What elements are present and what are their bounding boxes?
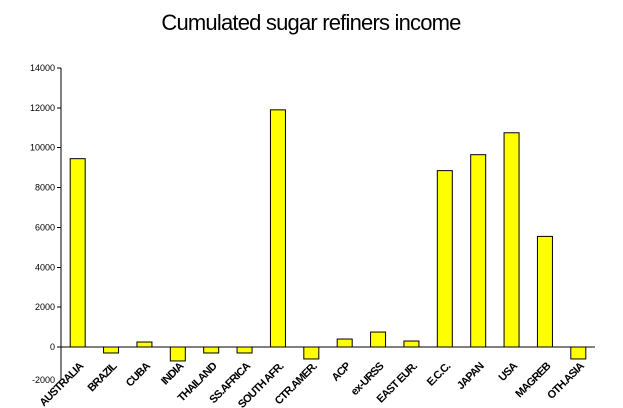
- y-tick-label: 10000: [30, 143, 55, 153]
- x-tick-label: CUBA: [124, 360, 153, 389]
- bar-acp: [336, 338, 353, 348]
- y-tick-label: 14000: [30, 63, 55, 73]
- x-axis-labels: AUSTRALIA BRAZIL CUBA INDIATHAILANDSS.AFRIC…: [37, 360, 587, 408]
- bar-india: [169, 346, 186, 362]
- bar-ctr-amer: [303, 346, 320, 360]
- bar-ss-africa: [236, 346, 253, 354]
- bar-japan: [470, 154, 487, 348]
- y-tick-label-bottom: -2000: [32, 375, 55, 385]
- bar-south-afr: [269, 109, 286, 348]
- x-tick-label: OTH.ASIA: [545, 360, 587, 402]
- bar-oth-asia: [570, 346, 587, 360]
- bar-thailand: [203, 346, 220, 354]
- y-tick-label: 6000: [35, 222, 55, 232]
- x-tick-label: E.C.C.: [425, 360, 454, 389]
- bars: [69, 109, 587, 362]
- y-tick-label: 12000: [30, 103, 55, 113]
- bar-australia: [69, 158, 86, 348]
- y-tick-label: 4000: [35, 262, 55, 272]
- x-tick-label: ACP: [330, 360, 354, 384]
- bar-cuba: [136, 341, 153, 348]
- bar-east-eur: [403, 340, 420, 348]
- bar-e-c-c: [436, 170, 453, 348]
- bar-ex-urss: [370, 331, 387, 348]
- y-tick-label: 2000: [35, 302, 55, 312]
- bar-magreb: [536, 235, 553, 348]
- x-tick-label: USA: [496, 360, 520, 384]
- bar-brazil: [103, 346, 120, 354]
- x-tick-label: INDIA: [159, 360, 186, 387]
- x-tick-label: JAPAN: [455, 360, 487, 392]
- chart-title: Cumulated sugar refiners income: [161, 10, 461, 35]
- bar-usa: [503, 132, 520, 348]
- y-tick-label: 0: [50, 342, 55, 352]
- y-tick-label: 8000: [35, 183, 55, 193]
- x-tick-label: BRAZIL: [86, 360, 120, 394]
